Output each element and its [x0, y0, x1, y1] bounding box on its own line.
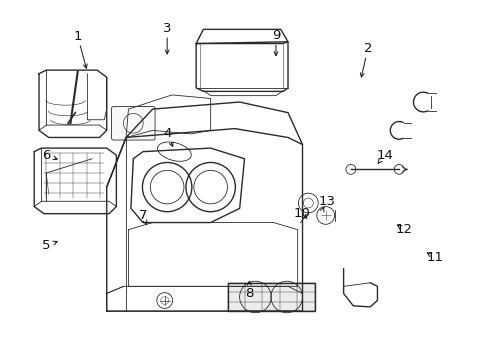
FancyBboxPatch shape	[111, 107, 155, 140]
Text: 2: 2	[363, 42, 371, 55]
Bar	[227, 283, 314, 311]
Text: 12: 12	[395, 223, 412, 236]
Text: 10: 10	[292, 207, 309, 220]
Text: 6: 6	[42, 149, 50, 162]
Text: 14: 14	[375, 149, 392, 162]
Text: 4: 4	[163, 127, 171, 140]
Text: 8: 8	[244, 287, 253, 300]
Text: 11: 11	[426, 252, 443, 265]
Text: 13: 13	[318, 195, 334, 208]
Text: 7: 7	[139, 209, 147, 222]
Text: 9: 9	[271, 29, 280, 42]
Text: 1: 1	[73, 30, 82, 43]
Text: 5: 5	[42, 239, 50, 252]
Text: 3: 3	[163, 22, 171, 35]
